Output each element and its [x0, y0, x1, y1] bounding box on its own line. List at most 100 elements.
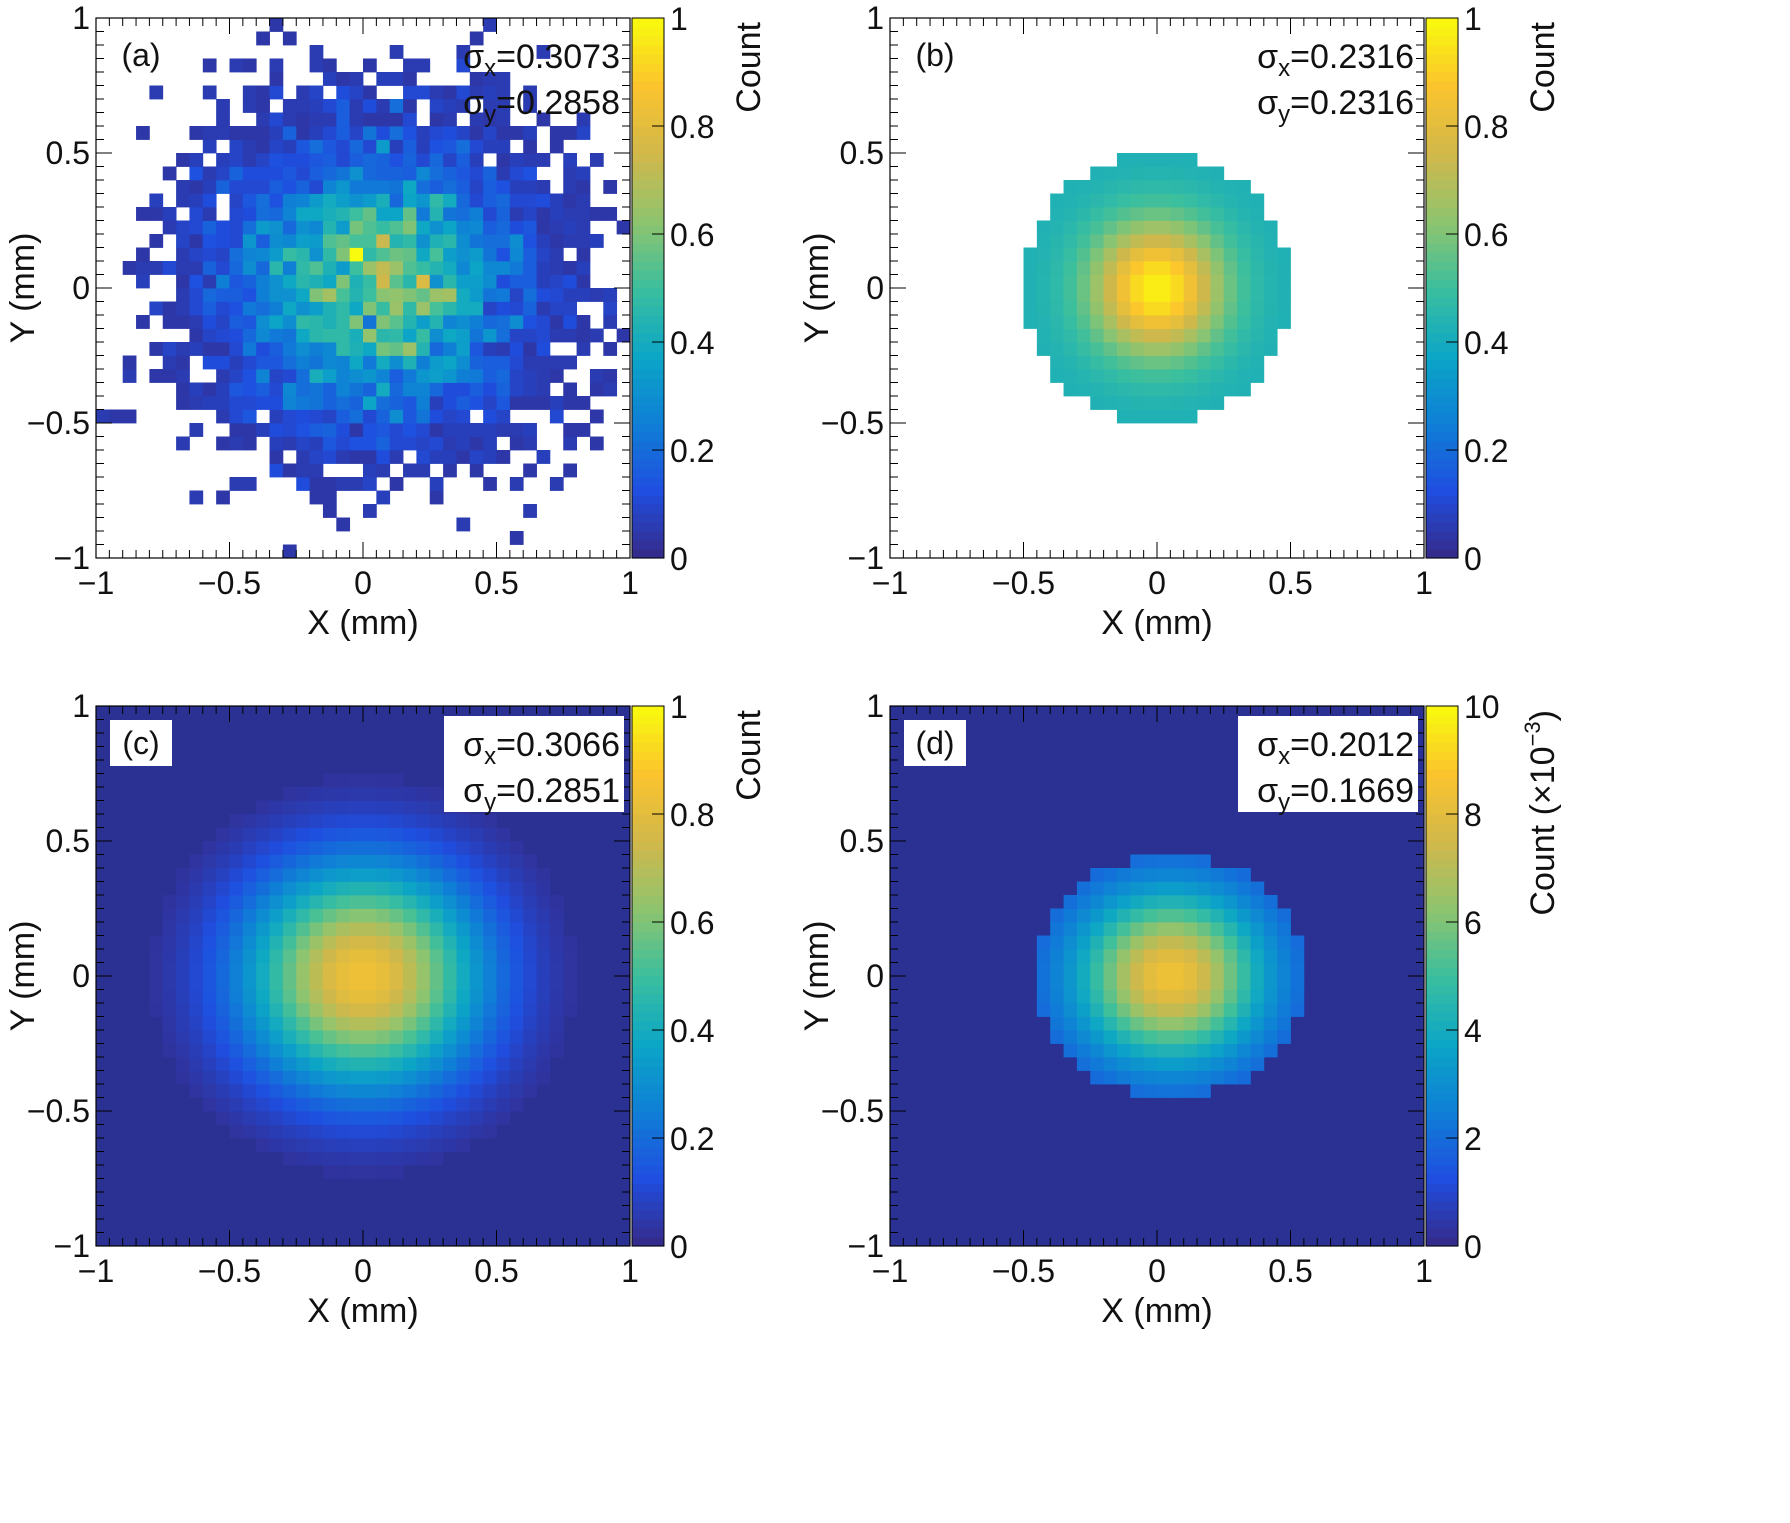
- heatmap-cell: [429, 126, 444, 140]
- heatmap-cell: [309, 153, 324, 167]
- heatmap-cell: [296, 1097, 310, 1112]
- colorbar-segment: [1426, 1102, 1458, 1112]
- heatmap-cell: [309, 854, 324, 869]
- colorbar-segment: [632, 306, 664, 316]
- heatmap-cell: [509, 908, 524, 923]
- heatmap-cell: [483, 423, 497, 437]
- heatmap-cell: [376, 922, 391, 936]
- heatmap-cell: [202, 166, 217, 181]
- heatmap-cell: [242, 1057, 257, 1071]
- heatmap-cell: [1277, 274, 1291, 289]
- heatmap-cell: [269, 261, 284, 275]
- heatmap-cell: [1197, 369, 1211, 383]
- heatmap-cell: [443, 153, 457, 167]
- heatmap-cell: [1183, 1070, 1198, 1085]
- colorbar-segment: [1426, 225, 1458, 235]
- colorbar-segment: [632, 243, 664, 253]
- heatmap-cell: [1277, 976, 1291, 990]
- heatmap-cell: [176, 261, 190, 275]
- heatmap-cell: [1090, 895, 1104, 909]
- heatmap-cell: [1130, 274, 1145, 289]
- colorbar-segment: [1426, 1165, 1458, 1175]
- heatmap-cell: [176, 1070, 190, 1085]
- colorbar-segment: [632, 351, 664, 361]
- heatmap-cell: [1223, 369, 1238, 383]
- heatmap-cell: [309, 139, 324, 154]
- heatmap-cell: [469, 827, 484, 842]
- heatmap-cell: [1063, 234, 1078, 248]
- heatmap-cell: [1263, 342, 1278, 356]
- heatmap-cell: [376, 193, 391, 208]
- heatmap-cell: [1183, 220, 1198, 235]
- heatmap-cell: [363, 787, 377, 801]
- colorbar-segment: [1426, 1111, 1458, 1121]
- heatmap-cell: [1170, 949, 1185, 963]
- heatmap-cell: [269, 288, 284, 302]
- heatmap-cell: [483, 247, 497, 262]
- heatmap-cell: [469, 220, 484, 235]
- heatmap-cell: [1103, 355, 1118, 370]
- heatmap-cell: [1076, 180, 1091, 194]
- heatmap-cell: [1170, 342, 1185, 356]
- heatmap-cell: [322, 1097, 337, 1112]
- heatmap-cell: [216, 261, 230, 275]
- heatmap-cell: [1143, 301, 1158, 316]
- heatmap-cell: [1116, 193, 1131, 208]
- heatmap-cell: [176, 342, 190, 356]
- heatmap-cell: [1210, 962, 1225, 977]
- heatmap-cell: [496, 72, 511, 86]
- colorbar-segment: [632, 27, 664, 37]
- heatmap-cell: [1183, 1043, 1198, 1058]
- heatmap-cell: [483, 166, 497, 181]
- heatmap-cell: [443, 328, 457, 343]
- heatmap-cell: [363, 922, 377, 936]
- heatmap-cell: [202, 355, 217, 370]
- heatmap-cell: [229, 220, 244, 235]
- heatmap-cell: [229, 881, 244, 896]
- heatmap-cell: [309, 450, 324, 464]
- heatmap-cell: [282, 396, 297, 410]
- heatmap-cell: [509, 261, 524, 275]
- x-axis-title: X (mm): [1101, 1292, 1212, 1330]
- heatmap-cell: [403, 301, 417, 316]
- heatmap-cell: [536, 180, 551, 194]
- heatmap-cell: [1197, 1070, 1211, 1085]
- heatmap-cell: [189, 989, 204, 1004]
- colorbar-tick-label: 0: [1464, 1229, 1482, 1265]
- heatmap-cell: [1143, 328, 1158, 343]
- heatmap-cell: [376, 1030, 391, 1044]
- heatmap-cell: [443, 382, 457, 397]
- heatmap-cell: [1116, 949, 1131, 963]
- heatmap-cell: [282, 1043, 297, 1058]
- colorbar-segment: [1426, 306, 1458, 316]
- heatmap-cell: [336, 827, 351, 842]
- heatmap-cell: [1063, 288, 1078, 302]
- heatmap-cell: [1223, 301, 1238, 316]
- heatmap-cell: [309, 301, 324, 316]
- heatmap-cell: [363, 908, 377, 923]
- heatmap-cell: [1076, 301, 1091, 316]
- heatmap-cell: [523, 949, 537, 963]
- colorbar-segment: [1426, 967, 1458, 977]
- colorbar-tick-label: 0.8: [1464, 109, 1508, 145]
- heatmap-cell: [322, 126, 337, 140]
- heatmap-cell: [322, 787, 337, 801]
- heatmap-cell: [536, 355, 551, 370]
- heatmap-cell: [322, 234, 337, 248]
- heatmap-cell: [403, 207, 417, 221]
- heatmap-cell: [523, 854, 537, 869]
- heatmap-cell: [1170, 976, 1185, 990]
- heatmap-cell: [322, 450, 337, 464]
- heatmap-cell: [1157, 881, 1171, 896]
- heatmap-cell: [282, 787, 297, 801]
- heatmap-cell: [189, 234, 204, 248]
- heatmap-cell: [443, 193, 457, 208]
- heatmap-cell: [509, 382, 524, 397]
- heatmap-cell: [349, 1097, 364, 1112]
- heatmap-cell: [376, 1111, 391, 1125]
- heatmap-cell: [189, 908, 204, 923]
- heatmap-cell: [296, 328, 310, 343]
- heatmap-cell: [349, 962, 364, 977]
- heatmap-cell: [429, 976, 444, 990]
- colorbar-tick-label: 0.2: [1464, 433, 1508, 469]
